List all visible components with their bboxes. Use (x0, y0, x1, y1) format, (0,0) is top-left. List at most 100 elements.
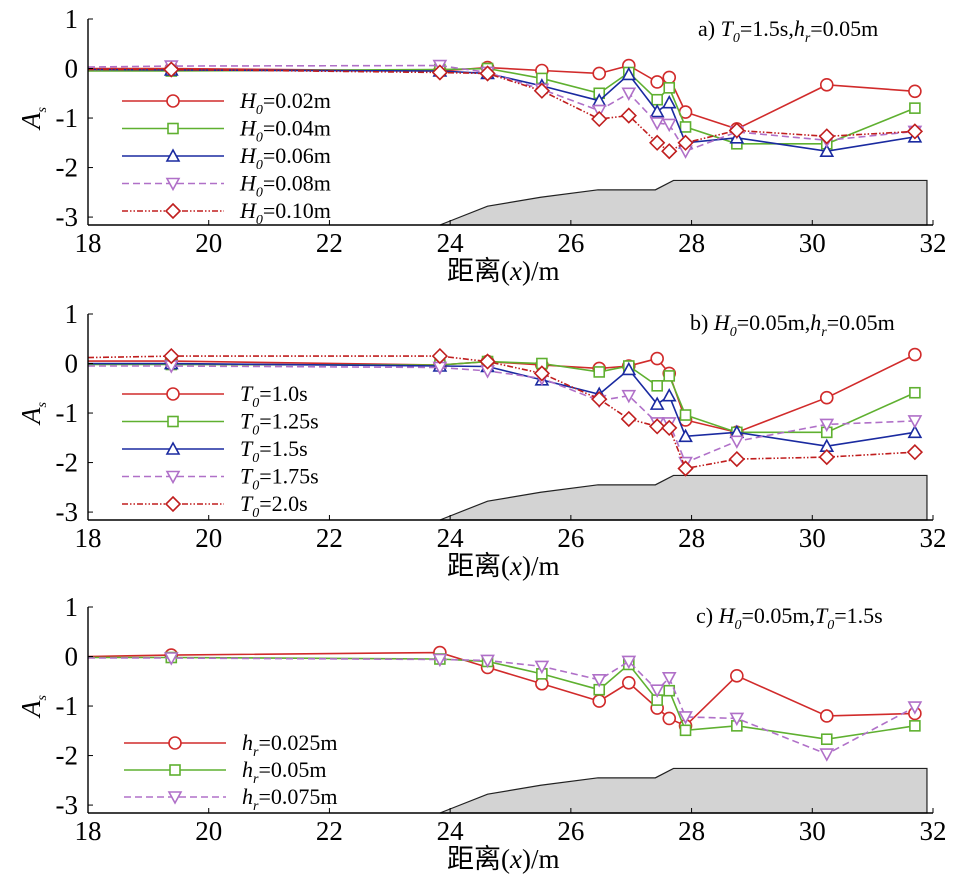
data-point (819, 709, 834, 723)
x-tick-label: 22 (316, 228, 343, 258)
legend-marker (169, 764, 181, 776)
data-point (909, 386, 921, 399)
label-value: =1.5s (259, 436, 307, 461)
legend-text: T0=1.75s (240, 464, 319, 494)
series-T0=1.75s (88, 360, 923, 471)
y-tick-label: 1 (65, 592, 79, 622)
x-tick-label: 20 (195, 816, 222, 846)
data-point (621, 66, 637, 81)
legend-marker (165, 441, 181, 455)
y-axis-symbol: A (16, 112, 46, 131)
legend-marker (167, 791, 183, 805)
data-point (677, 460, 694, 477)
data-point (651, 380, 663, 392)
legend-marker (167, 122, 179, 135)
data-point (620, 107, 637, 124)
data-point (479, 353, 496, 370)
x-tick-label: 26 (557, 816, 584, 846)
panel-value: =1.5s (834, 603, 882, 628)
x-tick-label: 24 (437, 523, 465, 553)
data-point (909, 102, 921, 114)
panel-prefix: b) (690, 310, 714, 335)
legend-item: T0=1.25s (122, 409, 319, 439)
panel-subscript: 0 (734, 618, 741, 633)
series-H0=0.06m (87, 62, 923, 158)
panel-value: =0.05m (827, 310, 895, 335)
legend-item: H0=0.06m (122, 143, 331, 173)
data-point (649, 684, 665, 698)
x-axis-zh: 距离 (447, 551, 501, 581)
data-point (163, 61, 180, 78)
legend-text: T0=1.25s (240, 409, 319, 439)
legend-text: T0=1.5s (240, 436, 308, 466)
data-point (621, 87, 637, 101)
data-point (908, 347, 922, 362)
series-hr=0.05m (88, 651, 921, 746)
label-subscript: r (253, 799, 259, 814)
label-symbol: h (242, 757, 253, 782)
legend-marker (166, 94, 180, 108)
x-axis-unit: )/m (522, 256, 560, 286)
label-symbol: H (239, 88, 257, 113)
legend-item: T0=1.75s (122, 464, 319, 494)
data-point (432, 653, 448, 668)
panel-subscript: 0 (827, 618, 834, 633)
data-point (729, 435, 745, 449)
legend-marker (166, 387, 180, 401)
data-point (651, 93, 663, 106)
data-point (479, 65, 496, 82)
data-point (663, 82, 676, 94)
data-point (819, 390, 834, 405)
panel-value: =1.5s, (740, 16, 794, 41)
data-point (621, 655, 637, 670)
data-point (649, 134, 666, 151)
legend-text: H0=0.02m (239, 88, 331, 118)
y-tick-label: 0 (65, 54, 79, 84)
x-tick-label: 28 (678, 228, 705, 258)
series-line (87, 68, 916, 153)
legend-marker (165, 177, 181, 192)
label-subscript: 0 (256, 213, 263, 228)
label-symbol: T (240, 464, 254, 489)
x-axis-unit: )/m (522, 844, 560, 874)
y-tick-label: -2 (56, 741, 79, 771)
x-tick-label: 18 (75, 228, 102, 258)
label-symbol: T (240, 409, 254, 434)
x-axis-paren: ( (501, 256, 510, 286)
panel-symbol: H (713, 310, 731, 335)
data-point (661, 143, 678, 160)
legend-text: hr=0.05m (242, 757, 326, 787)
data-point (591, 391, 608, 408)
x-axis-zh: 距离 (447, 256, 501, 286)
legend-text: hr=0.075m (242, 784, 337, 814)
legend-item: hr=0.075m (124, 784, 337, 814)
x-tick-label: 32 (920, 816, 947, 846)
y-tick-label: -1 (56, 691, 79, 721)
panel-symbol: h (810, 310, 821, 335)
panel-subscript: r (821, 325, 827, 340)
data-point (818, 128, 835, 145)
data-point (678, 711, 693, 725)
x-axis-var: x (509, 844, 522, 874)
data-point (820, 733, 833, 746)
legend-marker (168, 736, 182, 750)
bathymetry-profile (439, 767, 928, 814)
data-point (621, 361, 637, 376)
y-axis-title: As (16, 401, 50, 426)
data-point (534, 660, 550, 675)
series-hr=0.075m (88, 652, 923, 762)
data-point (649, 396, 665, 410)
series-hr=0.025m (87, 645, 922, 733)
panel-subscript: r (805, 31, 811, 46)
panel-value: =0.05m, (737, 310, 811, 335)
label-subscript: r (253, 745, 259, 760)
data-point (662, 70, 677, 85)
label-symbol: H (239, 143, 257, 168)
label-value: =1.25s (259, 409, 318, 434)
label-value: =2.0s (259, 491, 307, 516)
x-tick-label: 28 (678, 816, 705, 846)
label-symbol: T (240, 491, 254, 516)
legend-item: H0=0.04m (122, 116, 331, 146)
